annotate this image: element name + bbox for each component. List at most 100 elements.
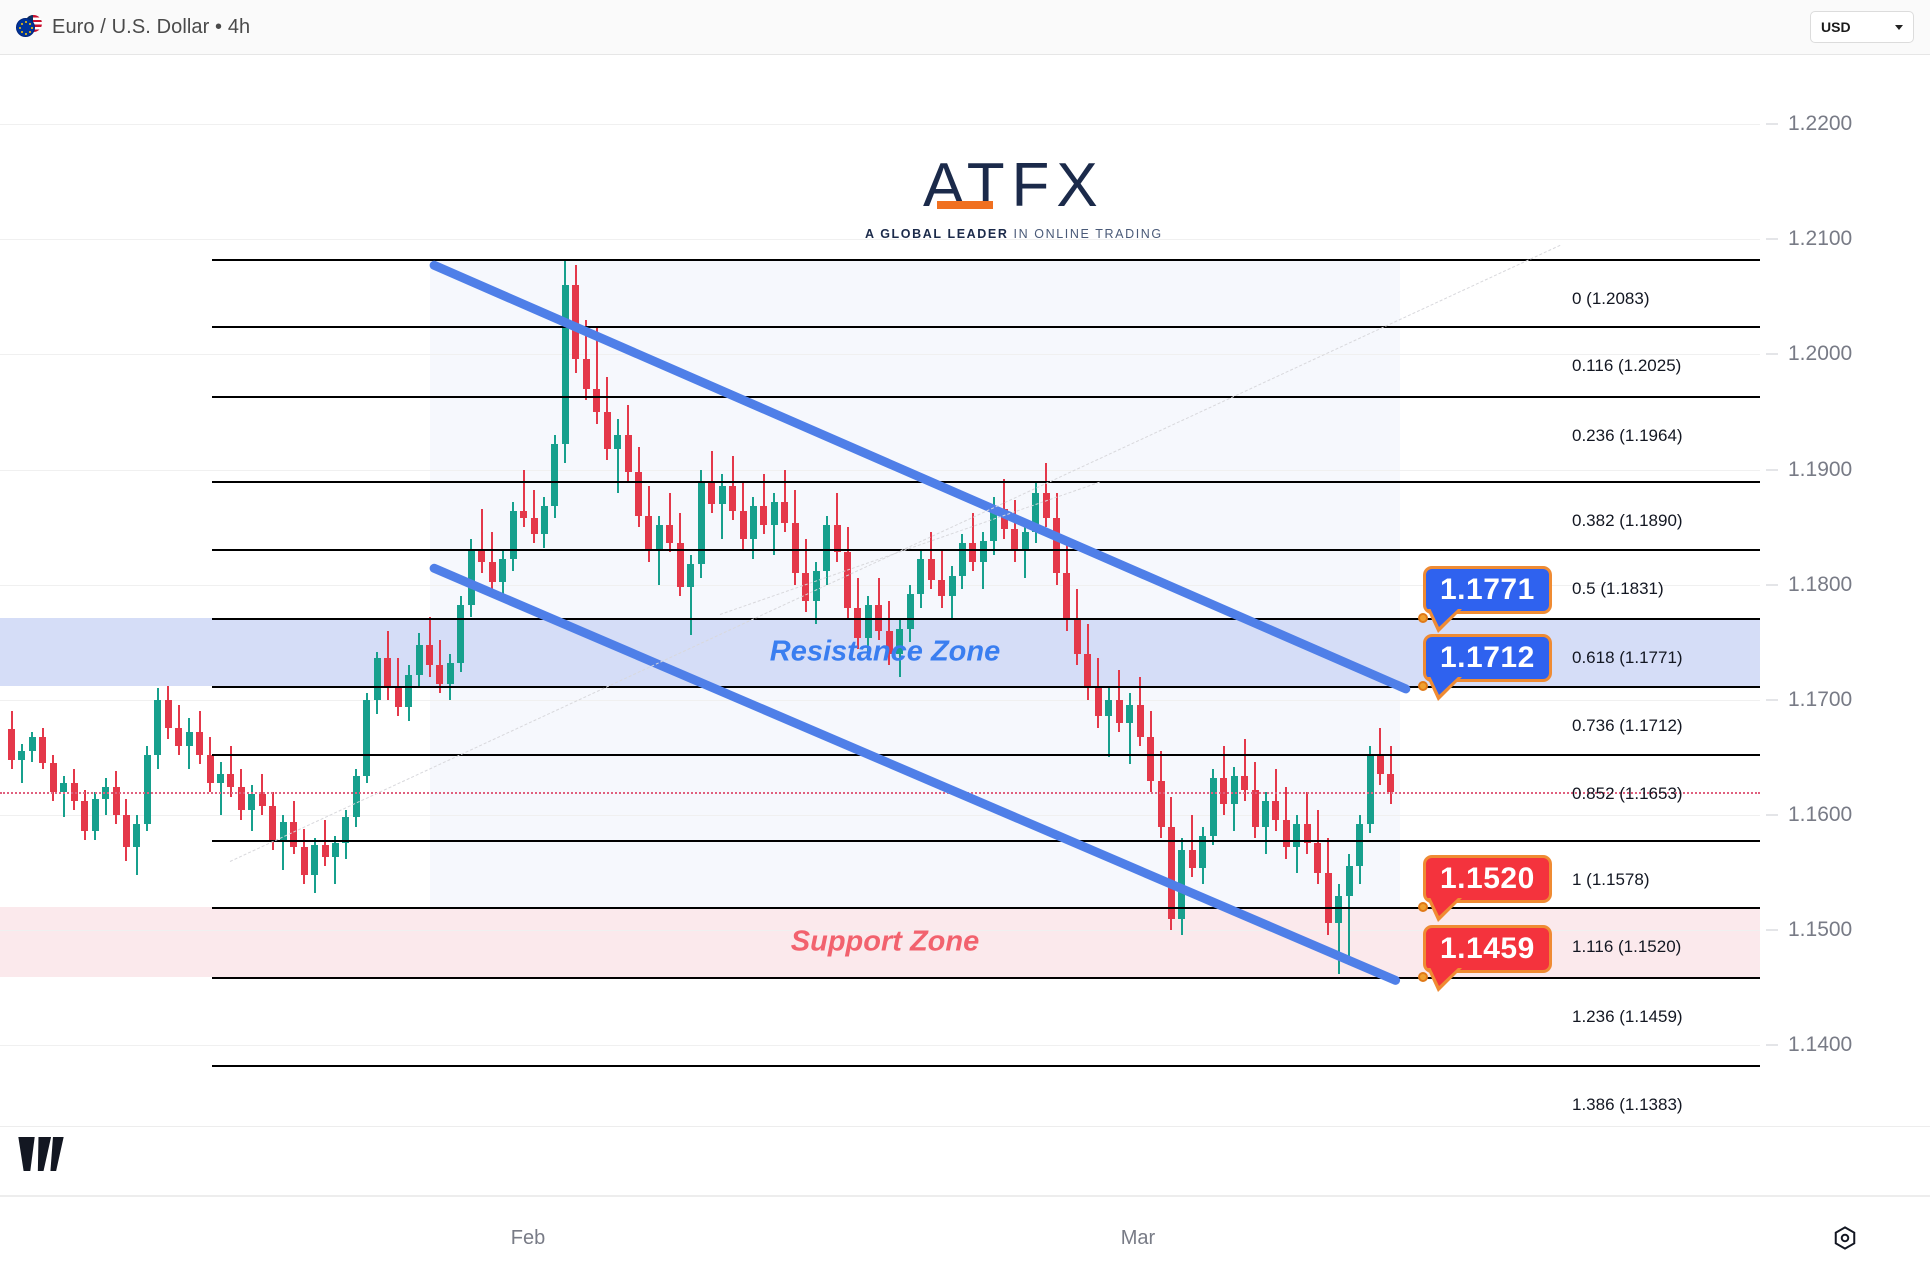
price-axis-label: 1.1600 <box>1788 803 1853 827</box>
fibonacci-level-line <box>212 977 1760 980</box>
candle-body <box>164 699 172 728</box>
price-callout-badge[interactable]: 1.1771 <box>1423 566 1552 634</box>
fibonacci-level-line <box>212 1064 1760 1067</box>
candle-body <box>415 644 423 675</box>
candle-wick <box>533 490 535 544</box>
candle-wick <box>616 418 619 493</box>
candle-body <box>1356 824 1364 866</box>
candle-body <box>520 511 528 518</box>
price-axis-label: 1.1400 <box>1788 1033 1853 1057</box>
price-callout-badge[interactable]: 1.1712 <box>1423 634 1552 702</box>
price-tick-dash <box>1766 699 1778 701</box>
price-callouts-layer: 1.1771 1.1712 1.1520 1.1459 <box>0 55 1930 1126</box>
candle-body <box>655 524 663 551</box>
callout-anchor-dot <box>1418 972 1428 983</box>
settings-gear-icon[interactable] <box>1830 1223 1860 1253</box>
candle-body <box>373 658 381 700</box>
candle-body <box>269 805 277 841</box>
candle-body <box>39 736 47 764</box>
candle-wick <box>219 762 222 816</box>
resistance-zone-label: Resistance Zone <box>769 635 1001 668</box>
candle-wick <box>20 743 23 783</box>
candle-body <box>1084 653 1092 689</box>
fibonacci-level-line <box>212 325 1760 328</box>
candle-wick <box>522 469 525 528</box>
candle-body <box>697 481 705 564</box>
gridline <box>0 815 1760 817</box>
current-price-line <box>0 792 1760 795</box>
time-axis[interactable]: Feb Mar <box>0 1196 1760 1278</box>
candle-wick <box>1191 815 1194 878</box>
eu-flag-icon <box>16 18 35 37</box>
candle-body <box>1011 529 1019 551</box>
gridline <box>0 124 1760 126</box>
gridline <box>0 584 1760 586</box>
fibonacci-level-line <box>212 907 1760 910</box>
candle-body <box>426 644 433 666</box>
atfx-tagline-bold: A GLOBAL LEADER <box>865 227 1009 241</box>
atfx-tagline-rest: IN ONLINE TRADING <box>1008 227 1163 241</box>
tradingview-logo-icon[interactable] <box>18 1137 64 1171</box>
candle-body <box>1199 835 1207 869</box>
candle-body <box>614 435 622 449</box>
candle-body <box>1115 699 1123 723</box>
candle-body <box>1251 789 1259 827</box>
candle-wick <box>689 554 692 636</box>
price-callout-badge[interactable]: 1.1520 <box>1423 855 1552 923</box>
callout-tail <box>1430 676 1459 696</box>
candle-body <box>1293 824 1301 848</box>
candle-body <box>1094 688 1102 716</box>
candle-wick <box>261 773 264 816</box>
candle-body <box>467 550 475 606</box>
candle-wick <box>940 550 943 608</box>
candle-body <box>1021 531 1029 551</box>
fibonacci-level-line <box>212 754 1760 757</box>
candle-body <box>885 630 893 654</box>
candle-body <box>770 501 778 525</box>
candle-body <box>237 787 245 811</box>
atfx-watermark-logo: ATFX A GLOBAL LEADER IN ONLINE TRADING <box>865 155 1163 242</box>
price-axis-label: 1.2100 <box>1788 227 1853 251</box>
candle-body <box>1053 517 1060 574</box>
currency-select[interactable]: USD <box>1810 11 1914 43</box>
candle-wick <box>62 775 65 818</box>
header-right: USD <box>1810 11 1914 43</box>
candle-wick <box>1348 854 1351 965</box>
candle-wick <box>762 474 765 535</box>
candle-wick <box>334 835 337 885</box>
candle-wick <box>971 513 974 571</box>
candle-body <box>436 665 444 684</box>
candle-body <box>248 794 256 811</box>
candle-body <box>457 605 465 664</box>
candle-body <box>1314 842 1322 873</box>
candle-body <box>1063 573 1071 620</box>
price-tick-dash <box>1766 814 1778 816</box>
price-tick-dash <box>1766 238 1778 240</box>
candle-body <box>300 847 308 875</box>
candle-body <box>917 559 925 594</box>
candle-body <box>1147 736 1155 781</box>
candle-body <box>394 686 402 707</box>
price-tick-dash <box>1766 929 1778 931</box>
fibonacci-level-line <box>212 549 1760 552</box>
callout-tail <box>1430 897 1459 917</box>
candle-body <box>81 801 89 832</box>
candle-body <box>227 773 235 788</box>
price-callout-badge[interactable]: 1.1459 <box>1423 925 1552 993</box>
price-axis[interactable]: 1.2200 1.2100 1.2000 1.1900 1.1800 1.1700 1.16… <box>1760 55 1930 1126</box>
price-tick-dash <box>1766 1044 1778 1046</box>
currency-select-value: USD <box>1821 19 1851 35</box>
candle-body <box>624 435 632 472</box>
candle-body <box>1157 780 1165 827</box>
candle-body <box>122 815 130 848</box>
candle-body <box>749 506 757 539</box>
time-axis-label: Feb <box>510 1227 546 1249</box>
candle-body <box>1188 849 1196 869</box>
candle-body <box>1366 755 1374 825</box>
candle-body <box>1303 824 1311 843</box>
candle-body <box>708 481 716 505</box>
price-callout-label: 1.1712 <box>1440 641 1535 675</box>
candle-body <box>18 750 26 760</box>
candle-wick <box>668 492 671 553</box>
